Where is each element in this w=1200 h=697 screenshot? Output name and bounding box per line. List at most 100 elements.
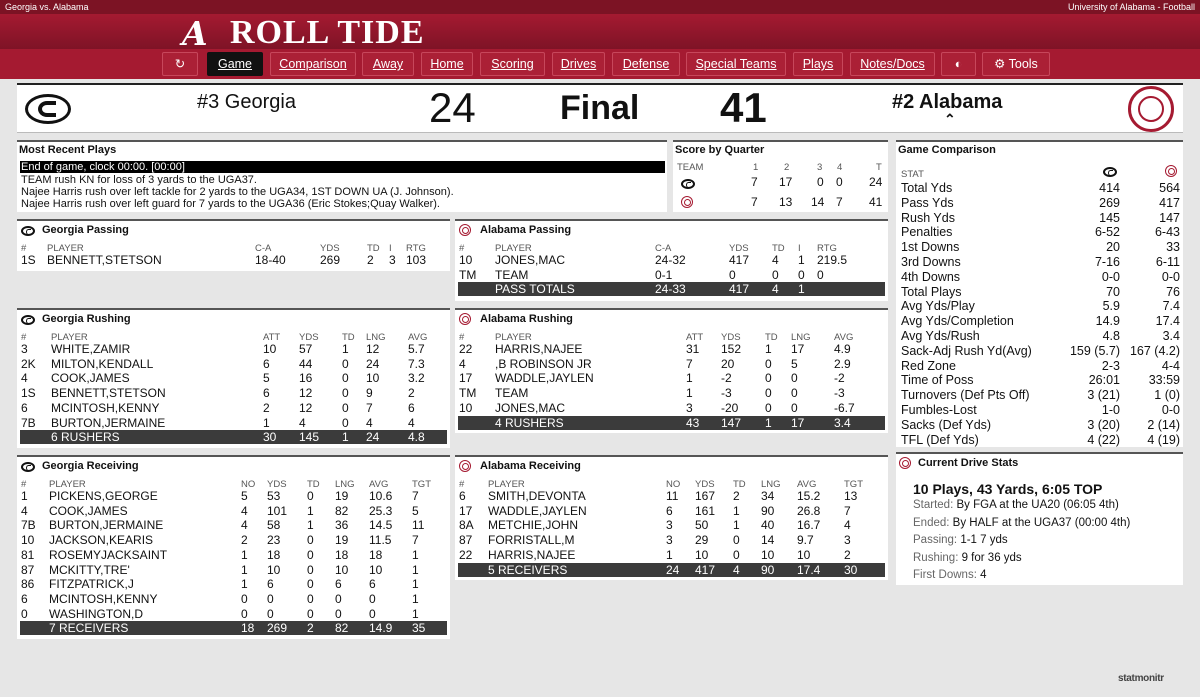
comparison-row: Avg Yds/Completion 14.9 17.4 (899, 314, 1180, 329)
table-cell: 15.2 (797, 489, 821, 503)
alabama-stat: 6-11 (1155, 255, 1180, 269)
table-cell: 1S (21, 386, 36, 401)
quarter-score: 14 (811, 195, 825, 209)
georgia-stat: 14.9 (1095, 314, 1120, 329)
table-row: 0 WASHINGTON,D 0 0 0 0 0 1 (17, 607, 450, 621)
table-cell: 4 (772, 253, 779, 267)
totals-row: 5 RECEIVERS 24 417 4 90 17.4 30 (458, 562, 885, 577)
col-header: TD (367, 243, 380, 254)
theme-toggle-button[interactable]: ◐ (941, 52, 976, 76)
table-title: Georgia Rushing (42, 313, 131, 325)
table-cell: 6 (263, 356, 270, 371)
table-cell: 0 (21, 606, 28, 621)
col-header: NO (666, 479, 681, 490)
drive-line: Started: By FGA at the UA20 (06:05 4th) (913, 499, 1119, 511)
comparison-row: Avg Yds/Rush 4.8 3.4 (899, 329, 1180, 344)
table-cell: 3 (844, 533, 851, 548)
table-cell: 0 (241, 591, 248, 606)
georgia-stat: 4 (22) (1087, 432, 1120, 447)
table-cell: 6 (408, 400, 415, 415)
tab-special-teams[interactable]: Special Teams (686, 52, 786, 76)
comparison-row: Avg Yds/Play 5.9 7.4 (899, 299, 1180, 314)
table-cell: 0 (765, 371, 772, 386)
col-header: # (21, 479, 27, 490)
table-cell: 1 (412, 547, 419, 562)
col-header: # (21, 243, 27, 254)
table-cell: 0 (342, 386, 349, 401)
alabama-a-logo: A (182, 14, 208, 53)
table-cell: 1 (412, 577, 419, 592)
recent-plays-title: Most Recent Plays (19, 144, 117, 156)
tab-drives[interactable]: Drives (552, 52, 605, 76)
tab-game[interactable]: Game (207, 52, 263, 76)
table-cell: 4 (21, 503, 28, 518)
table-cell: 4 (459, 356, 466, 371)
table-cell: 10 (369, 562, 383, 577)
alabama-icon (459, 460, 471, 472)
table-cell: WADDLE,JAYLEN (488, 503, 587, 518)
table-cell: 1 (307, 518, 314, 533)
table-cell: 50 (695, 518, 709, 533)
total-cell: 417 (695, 562, 716, 577)
table-cell: 18 (267, 547, 281, 562)
table-cell: 1 (765, 342, 772, 356)
col-header: YDS (299, 332, 319, 343)
table-cell: 53 (267, 489, 281, 503)
table-row: 6 SMITH,DEVONTA 11 167 2 34 15.2 13 (455, 489, 888, 503)
col-header: AVG (408, 332, 428, 343)
table-cell: 19 (335, 533, 349, 548)
total-cell: PASS TOTALS (495, 282, 575, 297)
nav-bar: ↻ Game Comparison Away Home Scoring Driv… (0, 49, 1200, 79)
table-cell: 1 (666, 547, 673, 562)
possession-indicator: ⌃ (944, 111, 956, 127)
alabama-stat: 0-0 (1161, 269, 1180, 284)
col-header: C-A (655, 243, 672, 254)
col-header: T (876, 162, 882, 173)
quarter-score: 7 (751, 175, 758, 189)
tab-plays[interactable]: Plays (793, 52, 843, 76)
drive-line-label: Rushing: (913, 551, 959, 564)
col-header: ATT (686, 332, 704, 343)
georgia-icon (1103, 167, 1117, 177)
georgia-stat: 26:01 (1088, 373, 1120, 388)
table-cell: 7 (844, 503, 851, 518)
table-row: 17 WADDLE,JAYLEN 6 161 1 90 26.8 7 (455, 504, 888, 518)
table-cell: 22 (459, 342, 473, 356)
table-cell: 0 (342, 356, 349, 371)
table-cell: 3 (21, 342, 28, 356)
home-team-name: #2 Alabama (892, 91, 1003, 113)
tab-away[interactable]: Away (362, 52, 414, 76)
table-cell: 7 (686, 356, 693, 371)
table-row: 1S BENNETT,STETSON 18-40 269 2 3 103 (17, 253, 450, 267)
georgia-stat: 7-16 (1094, 255, 1120, 269)
stat-label: Avg Yds/Rush (901, 329, 980, 343)
table-cell: 0 (791, 400, 798, 415)
alabama-stat: 33:59 (1148, 373, 1180, 388)
drive-line: Passing: 1-1 7 yds (913, 534, 1008, 546)
comparison-row: Total Yds 414 564 (899, 181, 1180, 196)
tools-button[interactable]: ⚙ Tools (982, 52, 1050, 76)
table-cell: 6 (21, 591, 28, 606)
tab-notes-docs[interactable]: Notes/Docs (850, 52, 935, 76)
tab-comparison[interactable]: Comparison (270, 52, 356, 76)
uga-receiving-panel: Georgia Receiving # PLAYER NO YDS TD LNG AVG TGT… (17, 455, 450, 639)
table-cell: 0 (765, 356, 772, 371)
table-cell: ROSEMYJACKSAINT (49, 547, 168, 562)
col-header: 4 (837, 162, 843, 173)
table-cell: 1 (686, 386, 693, 401)
table-cell: 16.7 (797, 518, 821, 533)
table-cell: 9.7 (797, 533, 814, 548)
uga-rushing-panel: Georgia Rushing # PLAYER ATT YDS TD LNG AVG 3 WHI… (17, 308, 450, 448)
comparison-row: Fumbles-Lost 1-0 0-0 (899, 403, 1180, 418)
stat-label: Sack-Adj Rush Yd(Avg) (901, 343, 1032, 358)
table-row: 4 COOK,JAMES 5 16 0 10 3.2 (17, 371, 450, 385)
total-cell: 17 (791, 415, 805, 430)
tab-defense[interactable]: Defense (612, 52, 680, 76)
refresh-button[interactable]: ↻ (162, 52, 198, 76)
table-cell: TM (459, 267, 477, 282)
tab-scoring[interactable]: Scoring (480, 52, 545, 76)
total-cell: 2 (307, 621, 314, 636)
col-header: RTG (817, 243, 837, 254)
table-cell: -2 (721, 371, 732, 386)
tab-home[interactable]: Home (421, 52, 473, 76)
